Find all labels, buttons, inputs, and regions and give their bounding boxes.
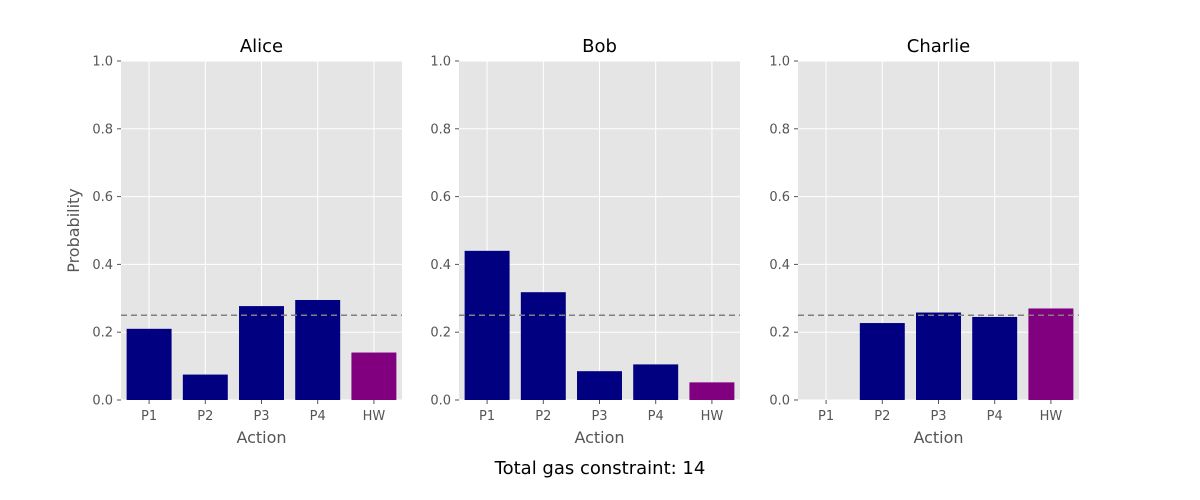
x-tick-label: P1 bbox=[479, 409, 495, 424]
panel-title: Charlie bbox=[907, 36, 970, 57]
panel-bob: 0.0 0.2 0.4 0.6 0.8 1.0 P1 P2 P3 P4 HW Bob Action bbox=[430, 36, 740, 447]
y-axis-label: Probability bbox=[64, 188, 83, 273]
figure-suptitle: Total gas constraint: 14 bbox=[494, 458, 706, 479]
panel-charlie: 0.0 0.2 0.4 0.6 0.8 1.0 P1 P2 P3 P4 HW Charlie Actio… bbox=[769, 36, 1079, 447]
x-tick-label: P2 bbox=[197, 409, 213, 424]
bar-p1 bbox=[126, 328, 172, 400]
bar-p4 bbox=[972, 316, 1018, 400]
y-tick-label: 1.0 bbox=[92, 55, 113, 70]
y-tick-label: 0.0 bbox=[769, 394, 790, 409]
bar-p4 bbox=[633, 364, 679, 400]
x-tick-label: HW bbox=[701, 409, 724, 424]
y-tick-label: 0.8 bbox=[430, 122, 451, 137]
y-tick-label: 0.6 bbox=[769, 190, 790, 205]
panel-title: Bob bbox=[582, 36, 617, 57]
panels: 0.0 0.2 0.4 0.6 0.8 1.0 P1 P2 P3 P4 HW Alice Action P… bbox=[64, 36, 1079, 447]
y-tick-label: 0.4 bbox=[92, 258, 113, 273]
y-tick-label: 1.0 bbox=[769, 55, 790, 70]
bar-p3 bbox=[577, 371, 622, 400]
y-tick-label: 0.2 bbox=[92, 326, 113, 341]
x-tick-label: P1 bbox=[818, 409, 834, 424]
x-tick-label: P4 bbox=[648, 409, 664, 424]
y-tick-label: 0.2 bbox=[769, 326, 790, 341]
x-tick-label: P4 bbox=[310, 409, 326, 424]
bar-p1 bbox=[464, 250, 510, 400]
panel-title: Alice bbox=[240, 36, 283, 57]
bar-p2 bbox=[520, 292, 566, 400]
bar-p2 bbox=[859, 323, 905, 400]
x-tick-label: P4 bbox=[987, 409, 1003, 424]
y-tick-label: 0.6 bbox=[92, 190, 113, 205]
x-tick-label: P3 bbox=[930, 409, 946, 424]
bar-p3 bbox=[239, 306, 284, 400]
y-tick-label: 1.0 bbox=[430, 55, 451, 70]
x-axis-label: Action bbox=[574, 428, 624, 447]
y-tick-label: 0.0 bbox=[92, 394, 113, 409]
x-tick-label: P2 bbox=[535, 409, 551, 424]
bar-p3 bbox=[916, 312, 961, 400]
bar-p4 bbox=[295, 299, 341, 400]
x-tick-label: P2 bbox=[874, 409, 890, 424]
x-tick-label: HW bbox=[363, 409, 386, 424]
panel-alice: 0.0 0.2 0.4 0.6 0.8 1.0 P1 P2 P3 P4 HW Alice Action P… bbox=[64, 36, 402, 447]
x-tick-label: HW bbox=[1040, 409, 1063, 424]
x-tick-label: P3 bbox=[253, 409, 269, 424]
bar-p2 bbox=[182, 374, 228, 400]
bar-hw bbox=[689, 382, 735, 400]
y-tick-label: 0.4 bbox=[769, 258, 790, 273]
x-axis-label: Action bbox=[236, 428, 286, 447]
x-tick-label: P1 bbox=[141, 409, 157, 424]
y-tick-label: 0.0 bbox=[430, 394, 451, 409]
y-tick-label: 0.4 bbox=[430, 258, 451, 273]
bar-hw bbox=[1028, 308, 1074, 400]
y-tick-label: 0.6 bbox=[430, 190, 451, 205]
y-tick-label: 0.8 bbox=[92, 122, 113, 137]
x-tick-label: P3 bbox=[591, 409, 607, 424]
y-tick-label: 0.8 bbox=[769, 122, 790, 137]
bar-hw bbox=[351, 352, 397, 400]
y-tick-label: 0.2 bbox=[430, 326, 451, 341]
x-axis-label: Action bbox=[913, 428, 963, 447]
